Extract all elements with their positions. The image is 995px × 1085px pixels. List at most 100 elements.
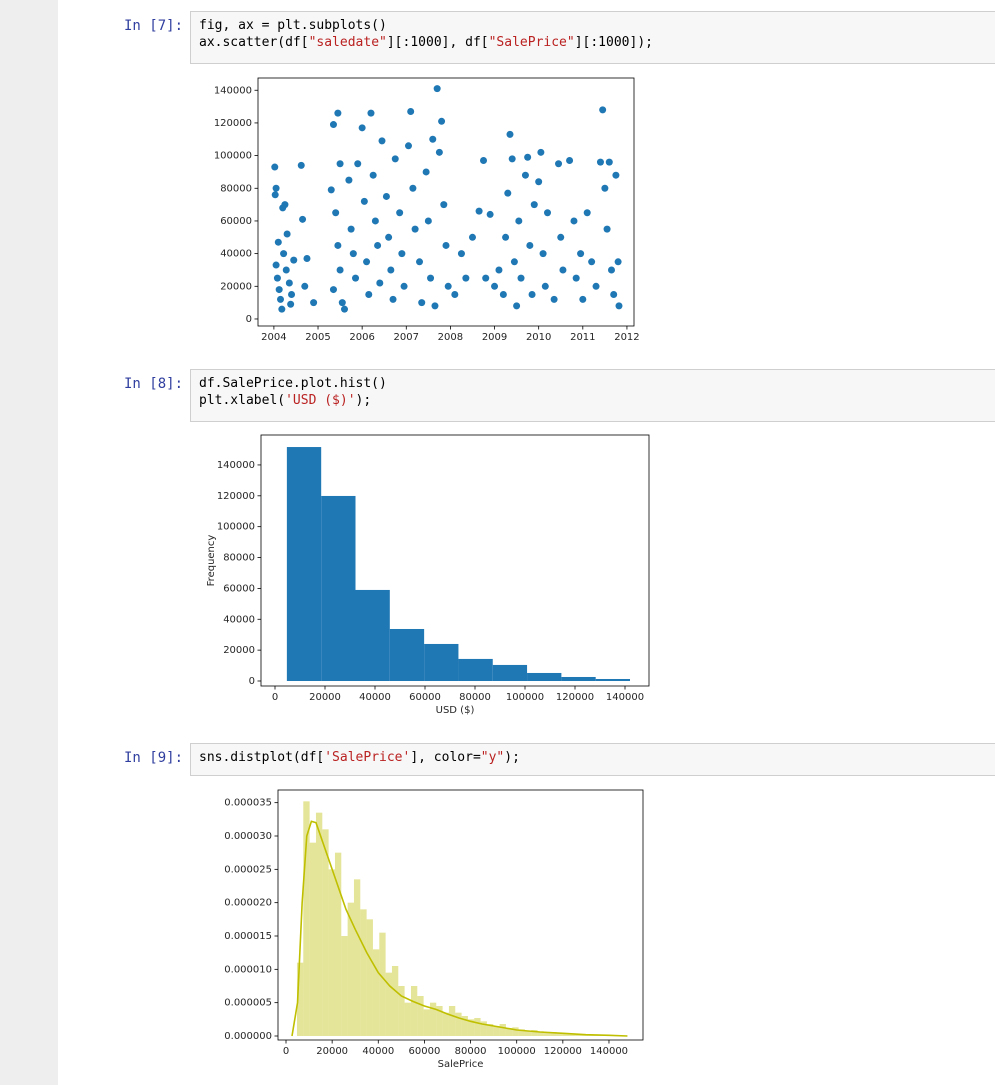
histogram-bar <box>404 1002 411 1036</box>
scatter-point <box>360 197 368 205</box>
scatter-point <box>285 279 293 287</box>
scatter-point <box>404 142 412 150</box>
histogram-bar <box>353 879 361 1036</box>
x-tick-label: 100000 <box>506 692 544 703</box>
x-tick-label: 120000 <box>544 1046 582 1057</box>
code-line: fig, ax = plt.subplots() <box>199 18 387 33</box>
scatter-point <box>480 157 488 165</box>
y-tick-label: 140000 <box>217 460 255 471</box>
scatter-point <box>457 250 465 258</box>
scatter-point <box>515 217 523 225</box>
scatter-point <box>599 106 607 114</box>
histogram-bar <box>442 1012 449 1036</box>
prompt: In [7]: <box>124 18 184 34</box>
scatter-point <box>528 290 536 298</box>
x-tick-label: 2005 <box>305 332 330 343</box>
scatter-point <box>610 290 618 298</box>
scatter-point <box>535 178 543 186</box>
scatter-point <box>272 261 280 269</box>
x-tick-label: 2010 <box>526 332 551 343</box>
scatter-point <box>475 207 483 215</box>
scatter-point <box>290 256 298 264</box>
histogram-bar <box>423 1009 430 1036</box>
scatter-point <box>278 305 286 313</box>
code-cell[interactable]: sns.distplot(df['SalePrice'], color="y")… <box>190 743 995 776</box>
scatter-point <box>336 160 344 168</box>
code-line: ax.scatter(df["saledate"][:1000], df["Sa… <box>199 35 653 50</box>
y-tick-label: 0.000035 <box>224 798 272 809</box>
x-tick-label: 0 <box>272 692 278 703</box>
histogram-bar <box>315 812 323 1036</box>
histogram-bar <box>448 1006 456 1036</box>
histogram-bar <box>379 932 386 1036</box>
histogram-bar <box>543 1032 551 1036</box>
y-tick-label: 80000 <box>223 553 255 564</box>
scatter-point <box>601 184 609 192</box>
histogram-bar <box>328 869 335 1036</box>
y-tick-label: 0.000030 <box>224 831 272 842</box>
histogram-bar <box>372 949 380 1036</box>
histogram-bar <box>424 643 459 681</box>
scatter-point <box>491 282 499 290</box>
histogram-bar <box>493 1026 500 1036</box>
scatter-point <box>352 274 360 282</box>
scatter-point <box>273 274 281 282</box>
scatter-point <box>435 148 443 156</box>
scatter-point <box>433 85 441 93</box>
y-tick-label: 20000 <box>220 281 252 292</box>
scatter-point <box>579 295 587 303</box>
y-tick-label: 120000 <box>214 118 252 129</box>
histogram-bar <box>467 1019 475 1036</box>
prompt: In [8]: <box>124 376 184 392</box>
x-tick-label: 80000 <box>459 692 491 703</box>
x-tick-label: 2011 <box>570 332 595 343</box>
x-tick-label: 100000 <box>498 1046 536 1057</box>
code-line: plt.xlabel('USD ($)'); <box>199 393 372 408</box>
scatter-point <box>301 282 309 290</box>
scatter-point <box>517 274 525 282</box>
scatter-point <box>468 233 476 241</box>
scatter-point <box>614 258 622 266</box>
x-tick-label: 120000 <box>556 692 594 703</box>
scatter-point <box>550 295 558 303</box>
histogram-bar <box>492 664 528 681</box>
scatter-point <box>376 279 384 287</box>
x-tick-label: 2006 <box>349 332 374 343</box>
scatter-point <box>442 241 450 249</box>
y-tick-label: 40000 <box>223 614 255 625</box>
x-tick-label: 2007 <box>394 332 419 343</box>
x-tick-label: 140000 <box>590 1046 628 1057</box>
histogram-bar <box>391 966 399 1036</box>
histogram-bar <box>556 1032 563 1036</box>
scatter-point <box>524 153 532 161</box>
scatter-point <box>588 258 596 266</box>
scatter-point <box>572 274 580 282</box>
x-axis-label: USD ($) <box>436 705 475 716</box>
scatter-point <box>521 171 529 179</box>
scatter-point <box>327 186 335 194</box>
scatter-point <box>427 274 435 282</box>
scatter-point <box>358 124 366 132</box>
code-cell[interactable]: df.SalePrice.plot.hist() plt.xlabel('USD… <box>190 369 995 422</box>
scatter-point <box>482 274 490 282</box>
scatter-point <box>541 282 549 290</box>
scatter-point <box>566 157 574 165</box>
scatter-point <box>440 201 448 209</box>
x-tick-label: 2008 <box>438 332 463 343</box>
code-cell[interactable]: fig, ax = plt.subplots() ax.scatter(df["… <box>190 11 995 64</box>
scatter-point <box>274 238 282 246</box>
histogram-bar <box>334 852 342 1036</box>
x-tick-label: 60000 <box>409 1046 441 1057</box>
scatter-point <box>310 299 318 307</box>
axes-frame <box>257 77 635 327</box>
scatter-point <box>577 250 585 258</box>
kde-line <box>291 820 628 1037</box>
y-tick-label: 100000 <box>214 151 252 162</box>
histogram-bar <box>512 1027 519 1036</box>
x-tick-label: 0 <box>283 1046 289 1057</box>
scatter-point <box>299 215 307 223</box>
histogram-bar <box>499 1024 506 1036</box>
y-tick-label: 100000 <box>217 522 255 533</box>
scatter-point <box>271 191 279 199</box>
scatter-point <box>363 258 371 266</box>
